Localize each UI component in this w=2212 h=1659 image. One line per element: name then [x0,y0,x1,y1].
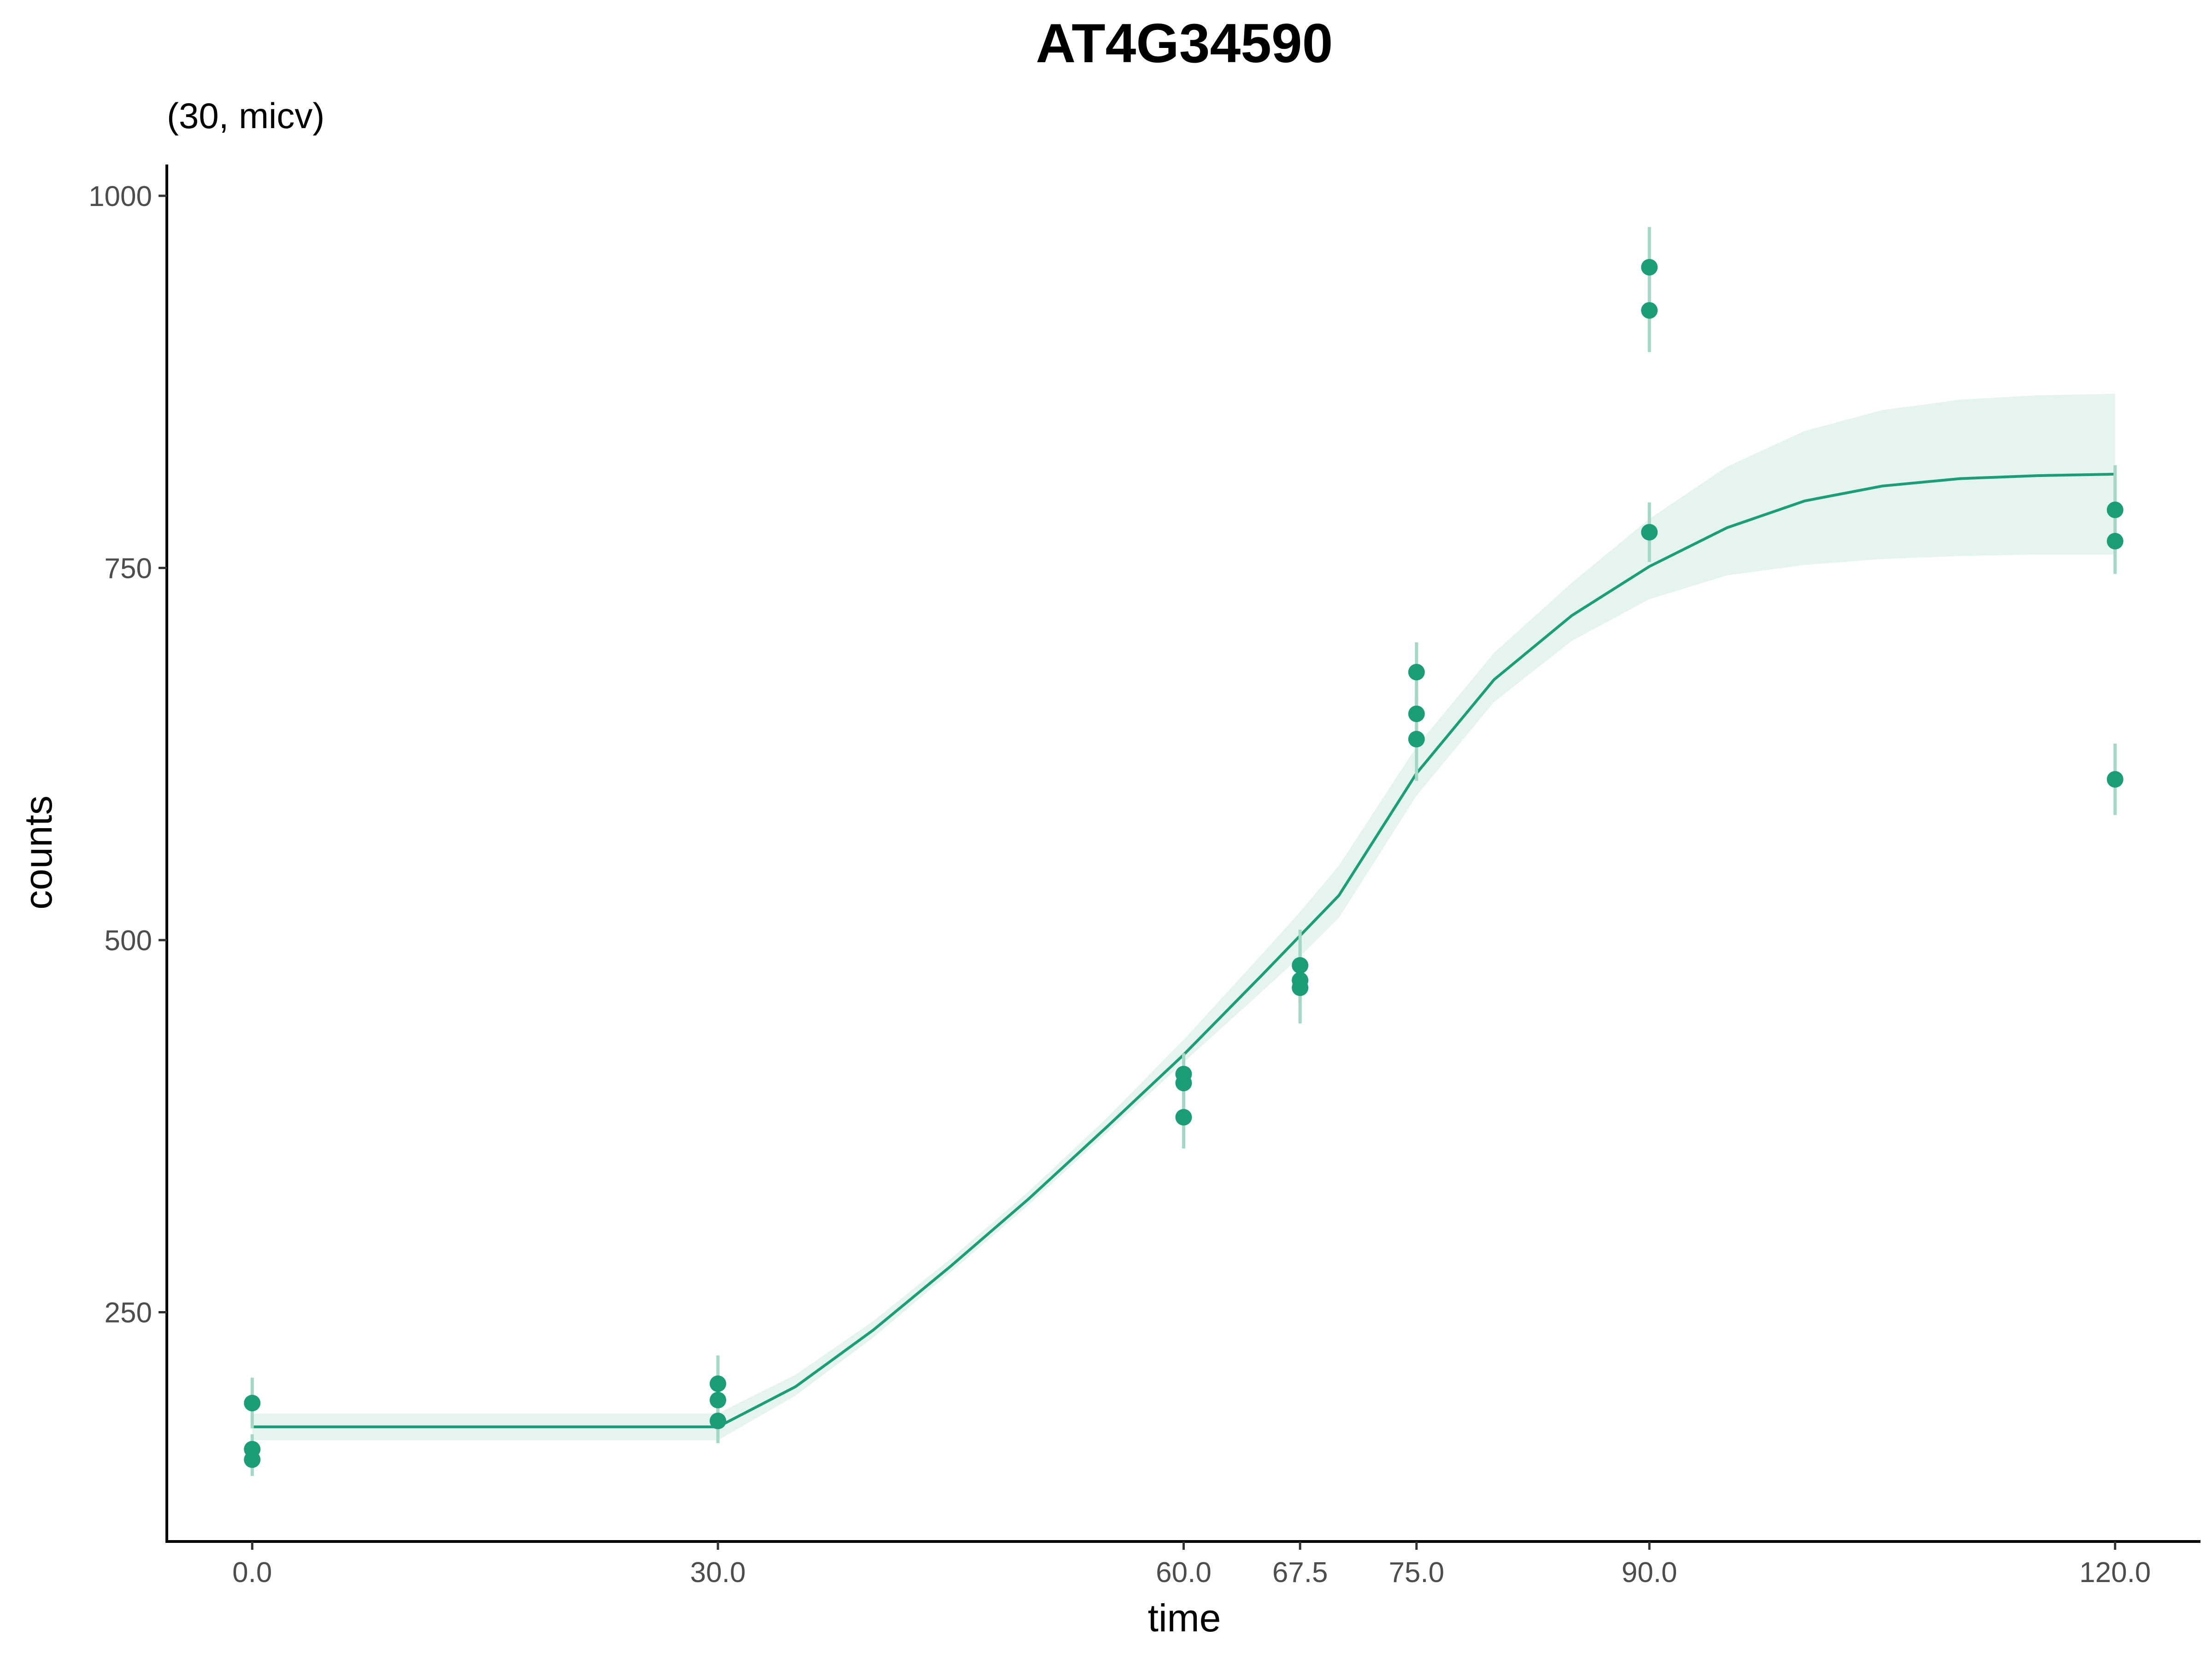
chart-subtitle: (30, micv) [167,95,324,136]
x-tick-label: 67.5 [1272,1557,1328,1588]
data-point [244,1451,261,1468]
y-tick-label: 500 [105,925,152,957]
x-axis-ticks: 0.0 30.0 60.0 67.5 75.0 90.0 120.0 [232,1541,2151,1588]
data-point [1175,1075,1192,1092]
data-point [1175,1109,1192,1126]
confidence-band-layer [252,394,2115,1441]
data-point [709,1412,726,1430]
confidence-band [252,394,2115,1441]
x-axis-label: time [1148,1596,1221,1640]
data-point [1408,705,1425,722]
data-point [1641,524,1658,541]
data-point [2106,771,2124,788]
x-tick-label: 120.0 [2079,1557,2151,1588]
data-point [244,1394,261,1412]
data-point [2106,501,2124,518]
data-point [1292,979,1309,996]
chart-title: AT4G34590 [1036,12,1333,74]
data-point [1641,259,1658,276]
data-point [2106,533,2124,550]
data-point [1292,957,1309,974]
errorbar-layer [250,227,2117,1476]
y-axis-ticks: 250 500 750 1000 [88,181,167,1329]
y-tick-label: 250 [105,1297,152,1329]
x-tick-label: 30.0 [690,1557,746,1588]
data-point [1408,664,1425,681]
x-tick-label: 75.0 [1388,1557,1444,1588]
y-tick-label: 750 [105,553,152,584]
x-tick-label: 90.0 [1622,1557,1677,1588]
points-layer [244,259,2124,1468]
data-point [1641,302,1658,319]
data-point [709,1392,726,1409]
fit-line-layer [252,472,2115,1429]
x-tick-label: 0.0 [232,1557,272,1588]
data-point [1408,730,1425,747]
y-tick-label: 1000 [88,181,152,212]
y-axis-label: counts [17,795,60,910]
x-tick-label: 60.0 [1156,1557,1212,1588]
data-point [709,1375,726,1392]
fit-line [252,472,2115,1429]
